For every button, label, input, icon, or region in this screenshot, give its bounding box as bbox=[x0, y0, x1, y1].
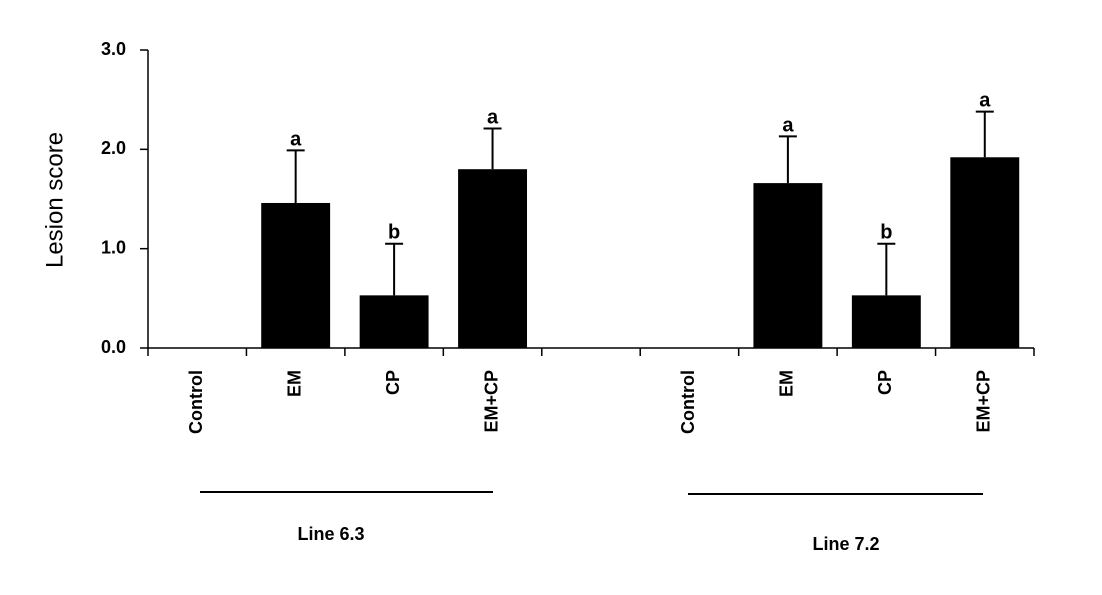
bar bbox=[753, 183, 823, 348]
x-tick-label: CP bbox=[383, 370, 403, 395]
significance-label: a bbox=[979, 90, 991, 112]
significance-label: a bbox=[487, 106, 499, 128]
y-tick-label: 2.0 bbox=[101, 138, 126, 158]
x-tick-label: CP bbox=[875, 370, 895, 395]
significance-label: b bbox=[880, 222, 892, 244]
bar bbox=[950, 157, 1020, 348]
significance-label: b bbox=[388, 222, 400, 244]
group-label: Line 6.3 bbox=[297, 524, 364, 544]
y-tick-label: 3.0 bbox=[101, 39, 126, 59]
x-tick-label: EM bbox=[284, 370, 304, 397]
group-label: Line 7.2 bbox=[812, 534, 879, 554]
x-tick-label: EM bbox=[777, 370, 797, 397]
bar bbox=[261, 202, 331, 348]
significance-label: a bbox=[290, 128, 302, 150]
y-tick-label: 1.0 bbox=[101, 237, 126, 257]
bar bbox=[851, 295, 921, 348]
bar bbox=[359, 295, 429, 348]
x-tick-label: EM+CP bbox=[974, 370, 994, 433]
x-tick-label: EM+CP bbox=[481, 370, 501, 433]
bar bbox=[458, 169, 528, 348]
x-tick-label: Control bbox=[186, 370, 206, 434]
x-tick-label: Control bbox=[678, 370, 698, 434]
y-tick-label: 0.0 bbox=[101, 337, 126, 357]
y-axis-label: Lesion score bbox=[41, 132, 68, 268]
significance-label: a bbox=[782, 114, 794, 136]
